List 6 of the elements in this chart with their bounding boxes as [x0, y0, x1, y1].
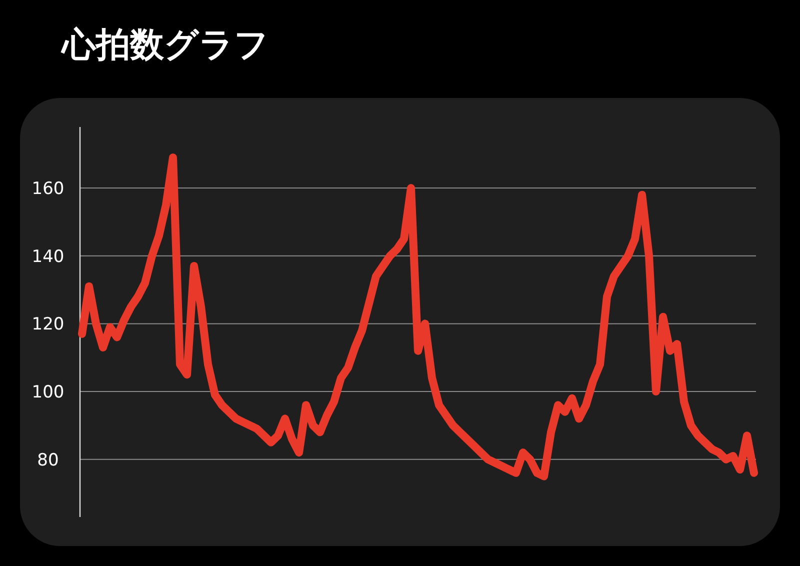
y-tick-label: 100 [32, 382, 64, 403]
y-tick-label: 160 [32, 179, 64, 200]
chart-title: 心拍数グラフ [60, 25, 269, 65]
y-tick-label: 120 [32, 314, 64, 335]
y-tick-label: 140 [32, 246, 64, 267]
y-tick-label: 80 [37, 450, 59, 470]
